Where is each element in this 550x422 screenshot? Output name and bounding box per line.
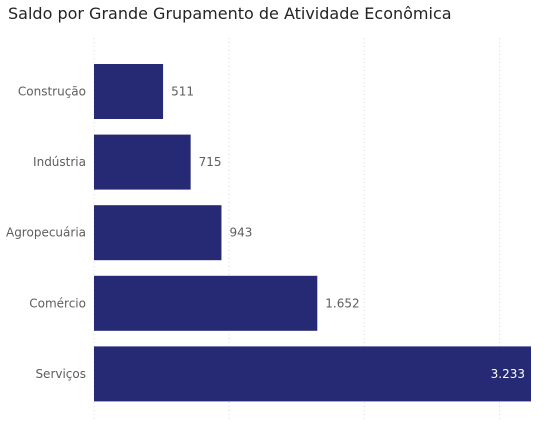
data-label: 715 bbox=[199, 155, 222, 169]
category-label: Serviços bbox=[35, 367, 86, 381]
bar[interactable] bbox=[94, 64, 164, 119]
data-label: 511 bbox=[171, 85, 194, 99]
category-label: Construção bbox=[18, 85, 86, 99]
data-label: 943 bbox=[229, 226, 252, 240]
category-label: Agropecuária bbox=[6, 226, 86, 240]
category-label: Indústria bbox=[33, 155, 86, 169]
bar[interactable] bbox=[94, 205, 222, 261]
data-label: 1.652 bbox=[325, 296, 359, 310]
category-label: Comércio bbox=[29, 296, 86, 310]
bars: Construção 511 Indústria 715 Agropecuária 943… bbox=[6, 64, 531, 402]
chart-title: Saldo por Grande Grupamento de Atividade… bbox=[8, 4, 452, 23]
bar[interactable] bbox=[94, 346, 531, 402]
bar[interactable] bbox=[94, 134, 191, 190]
bar[interactable] bbox=[94, 275, 318, 331]
data-label: 3.233 bbox=[491, 367, 525, 381]
